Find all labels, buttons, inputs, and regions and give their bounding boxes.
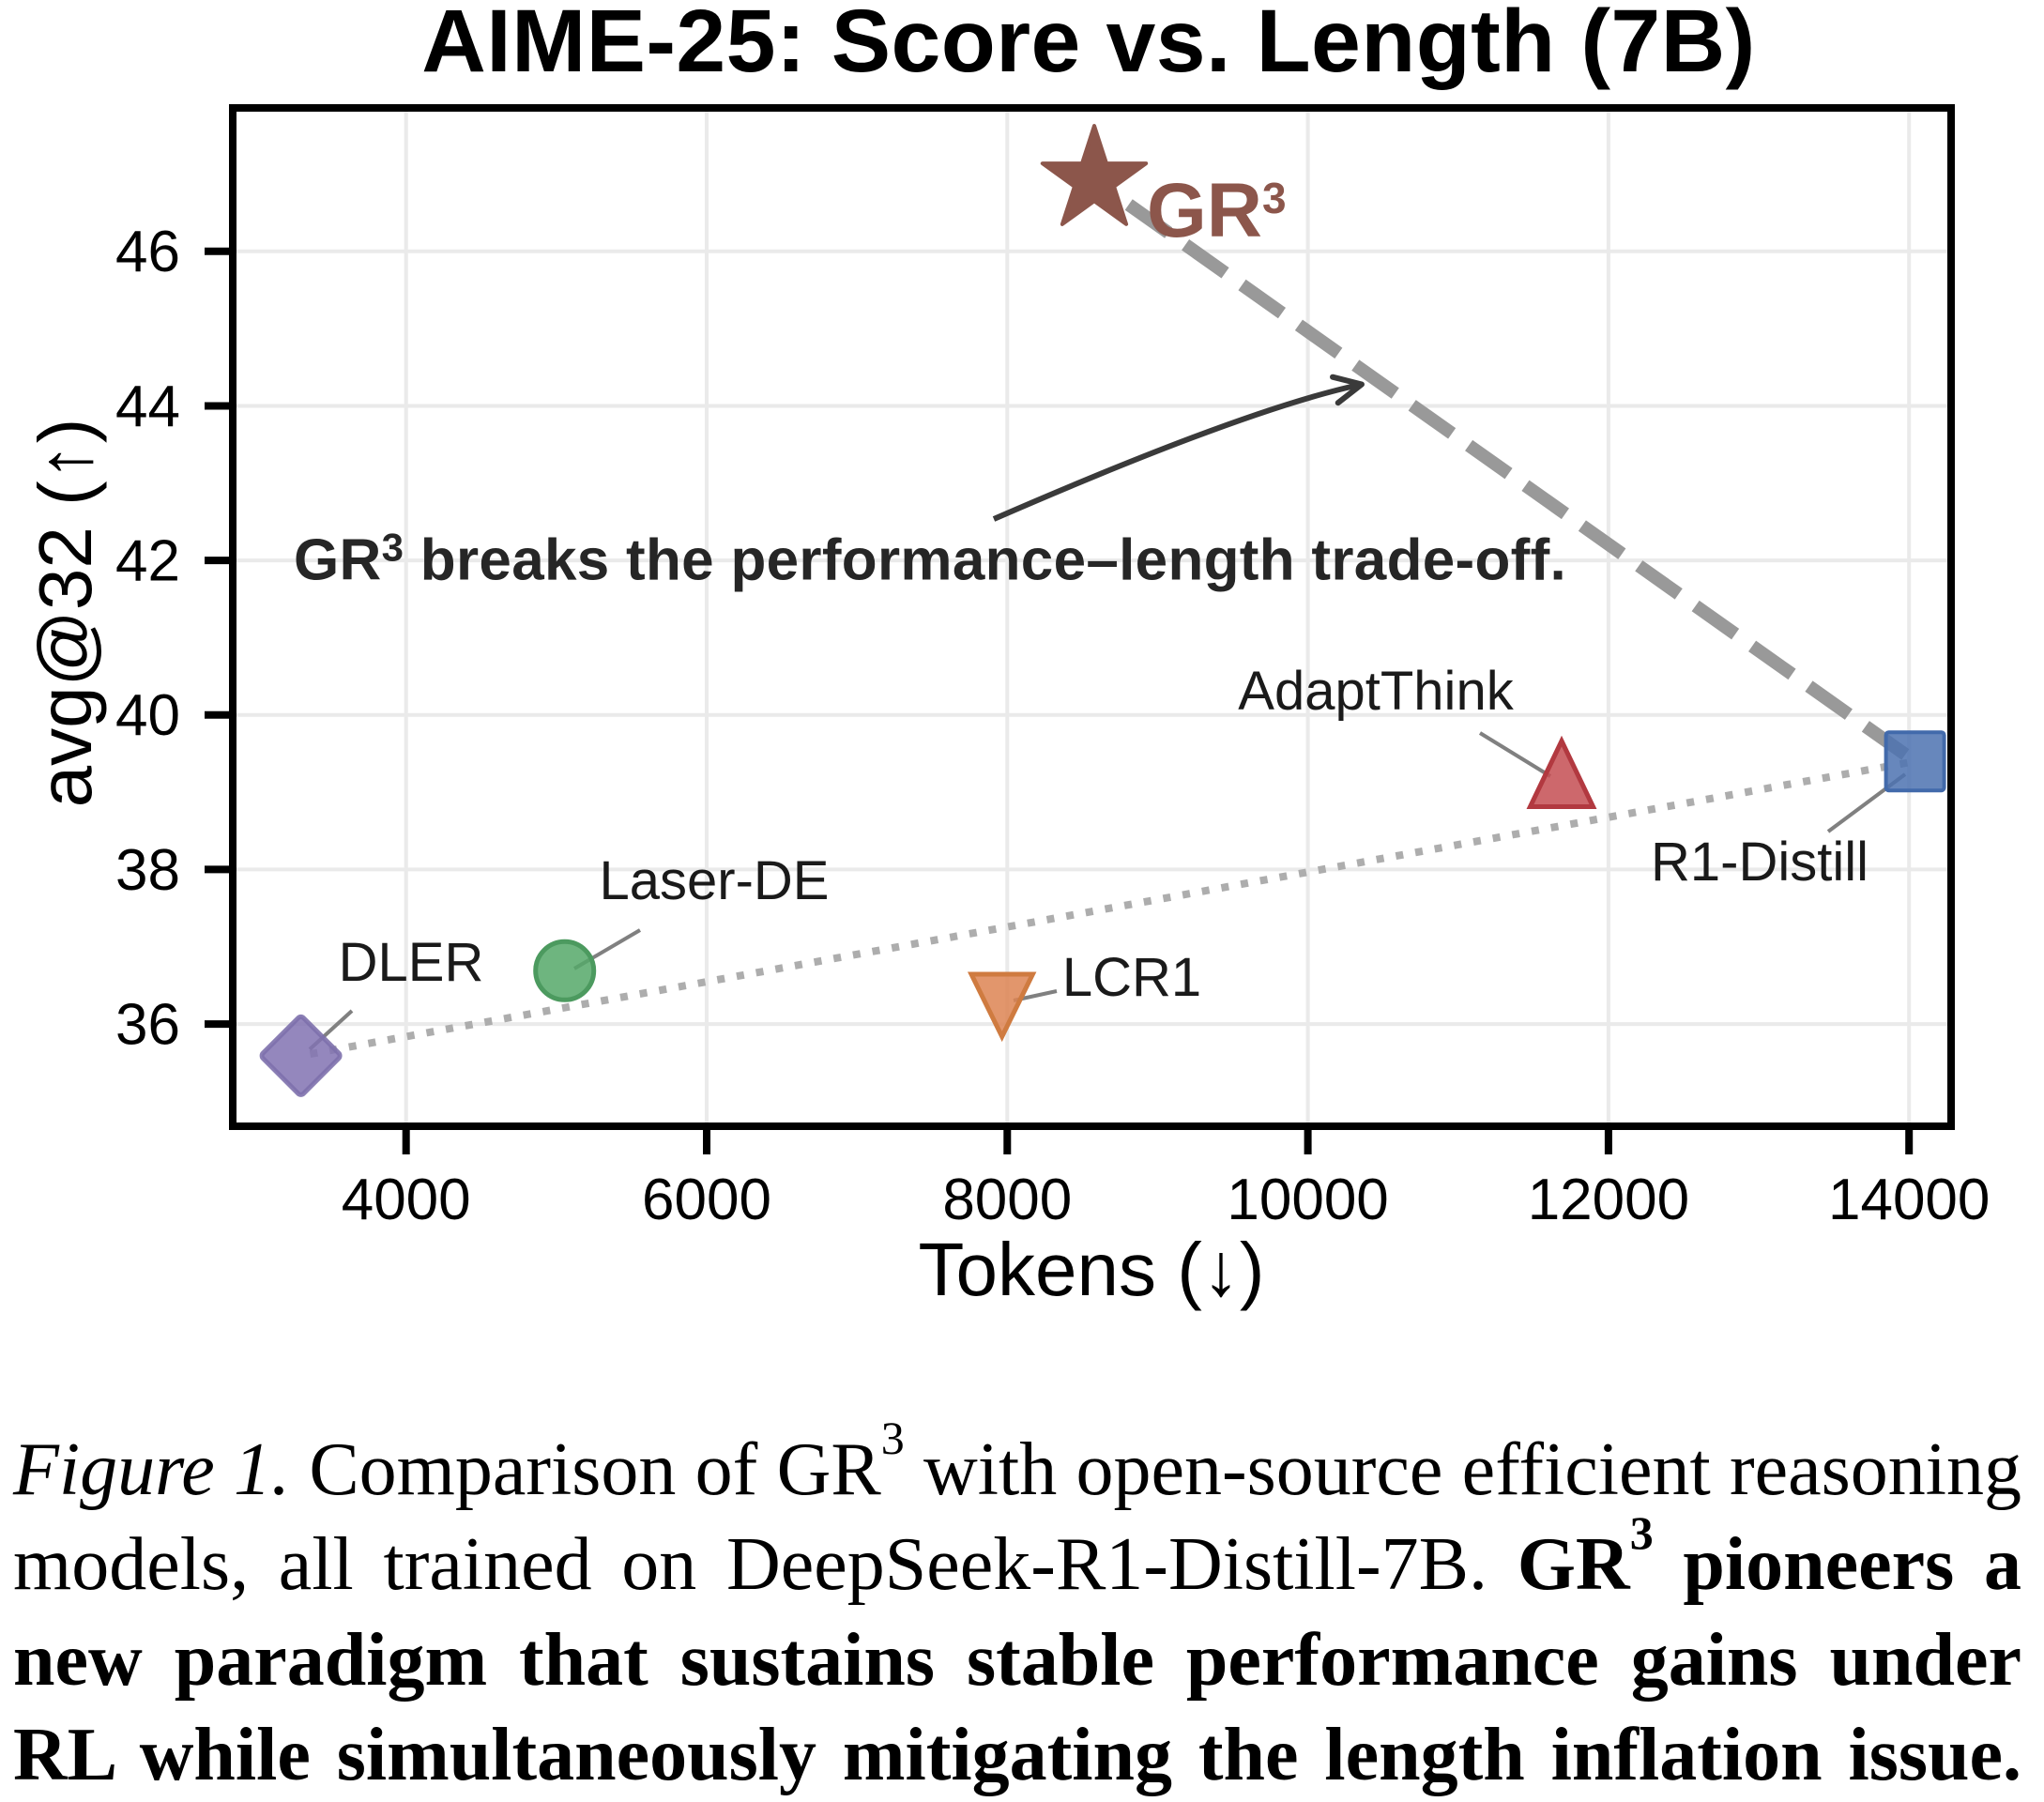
svg-text:avg@32 (↑): avg@32 (↑) <box>23 419 107 808</box>
svg-text:LCR1: LCR1 <box>1062 947 1201 1008</box>
svg-text:R1-Distill: R1-Distill <box>1651 832 1869 893</box>
svg-text:4000: 4000 <box>342 1168 471 1232</box>
svg-text:44: 44 <box>115 374 180 439</box>
svg-text:Tokens (↓): Tokens (↓) <box>919 1228 1265 1311</box>
svg-text:10000: 10000 <box>1227 1168 1388 1232</box>
svg-text:42: 42 <box>115 529 180 594</box>
svg-text:GR3 breaks the performance–len: GR3 breaks the performance–length trade-… <box>294 526 1566 593</box>
svg-text:40: 40 <box>115 683 180 748</box>
svg-text:GR3: GR3 <box>1147 168 1287 253</box>
svg-text:36: 36 <box>115 993 180 1058</box>
svg-text:38: 38 <box>115 838 180 903</box>
svg-text:14000: 14000 <box>1828 1168 1990 1232</box>
svg-text:AdaptThink: AdaptThink <box>1238 661 1514 722</box>
svg-text:AIME-25: Score vs. Length (7B): AIME-25: Score vs. Length (7B) <box>421 0 1755 91</box>
svg-text:8000: 8000 <box>942 1168 1072 1232</box>
svg-text:Laser-DE: Laser-DE <box>600 850 830 911</box>
svg-text:6000: 6000 <box>642 1168 771 1232</box>
svg-text:12000: 12000 <box>1528 1168 1689 1232</box>
svg-text:46: 46 <box>115 220 180 284</box>
svg-text:DLER: DLER <box>339 932 484 993</box>
